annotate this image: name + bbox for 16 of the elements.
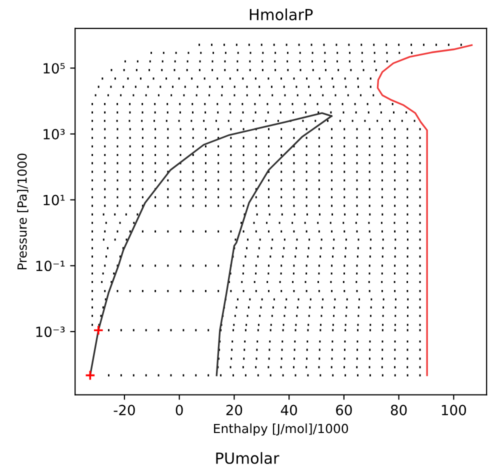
y-tick-label: 10⁻³ (36, 326, 65, 338)
x-tick-label: -20 (114, 404, 135, 416)
y-tick-label: 10¹ (44, 194, 65, 206)
x-tick-label: 80 (390, 404, 407, 416)
y-tick-label: 10⁻¹ (36, 260, 65, 272)
y-tick-label: 10⁵ (44, 63, 65, 74)
y-axis-title: Pressure [Pa]/1000 (17, 154, 28, 270)
x-axis-title: Enthalpy [J/mol]/1000 (214, 424, 348, 436)
x-tick-label: 40 (280, 404, 297, 416)
x-tick-label: 100 (442, 404, 466, 416)
y-tick-label: 10³ (44, 128, 65, 140)
x-tick-label: 20 (226, 404, 242, 416)
x-tick-label: 0 (176, 404, 183, 416)
text: PUmolar (216, 452, 280, 464)
chart-title: HmolarP (250, 8, 313, 20)
x-tick-label: 60 (336, 404, 352, 416)
